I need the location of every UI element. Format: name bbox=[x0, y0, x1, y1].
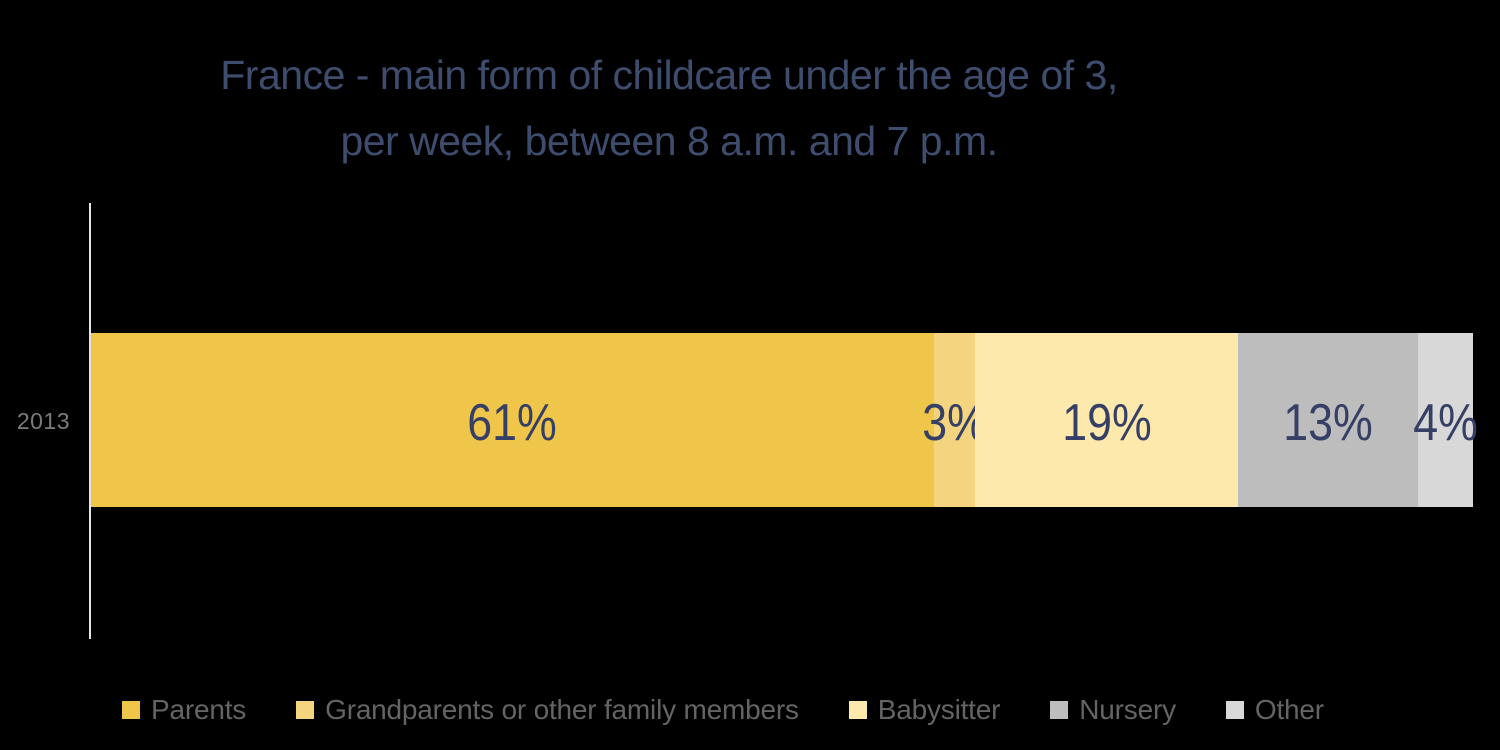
legend: Parents Grandparents or other family mem… bbox=[122, 694, 1324, 726]
legend-item-parents: Parents bbox=[122, 694, 246, 726]
data-label-other: 4% bbox=[1413, 394, 1478, 452]
legend-item-nursery: Nursery bbox=[1050, 694, 1176, 726]
chart-title: France - main form of childcare under th… bbox=[0, 42, 1338, 174]
legend-label-babysitter: Babysitter bbox=[877, 694, 1001, 725]
legend-label-parents: Parents bbox=[151, 694, 247, 725]
bar-segment-other: 4% bbox=[1413, 333, 1478, 507]
stacked-bar-2013: 61% 3% 19% 13% 4% bbox=[91, 333, 1478, 507]
data-label-parents: 61% bbox=[467, 394, 558, 452]
bar-segment-grandparents: 3% bbox=[922, 333, 987, 507]
y-axis-line bbox=[89, 203, 91, 639]
category-label-2013: 2013 bbox=[16, 408, 70, 434]
legend-color-swatch-grandparents bbox=[296, 701, 315, 719]
legend-color-swatch-other bbox=[1225, 701, 1244, 719]
legend-color-swatch-nursery bbox=[1050, 701, 1069, 719]
legend-color-swatch-parents bbox=[122, 701, 140, 719]
bar-segment-parents: 61% bbox=[91, 333, 935, 507]
data-label-nursery: 13% bbox=[1283, 394, 1373, 452]
chart-title-line1: France - main form of childcare under th… bbox=[220, 52, 1118, 98]
legend-item-grandparents: Grandparents or other family members bbox=[296, 694, 799, 726]
bar-segment-babysitter: 19% bbox=[975, 333, 1239, 507]
legend-color-swatch-babysitter bbox=[848, 701, 867, 719]
bar-segment-nursery: 13% bbox=[1238, 333, 1418, 507]
chart-title-line2: per week, between 8 a.m. and 7 p.m. bbox=[340, 118, 998, 164]
legend-item-other: Other bbox=[1225, 694, 1324, 726]
data-label-babysitter: 19% bbox=[1062, 394, 1152, 452]
legend-item-babysitter: Babysitter bbox=[848, 694, 1001, 726]
legend-label-nursery: Nursery bbox=[1079, 694, 1176, 725]
legend-label-grandparents: Grandparents or other family members bbox=[325, 694, 799, 725]
legend-label-other: Other bbox=[1254, 694, 1324, 725]
